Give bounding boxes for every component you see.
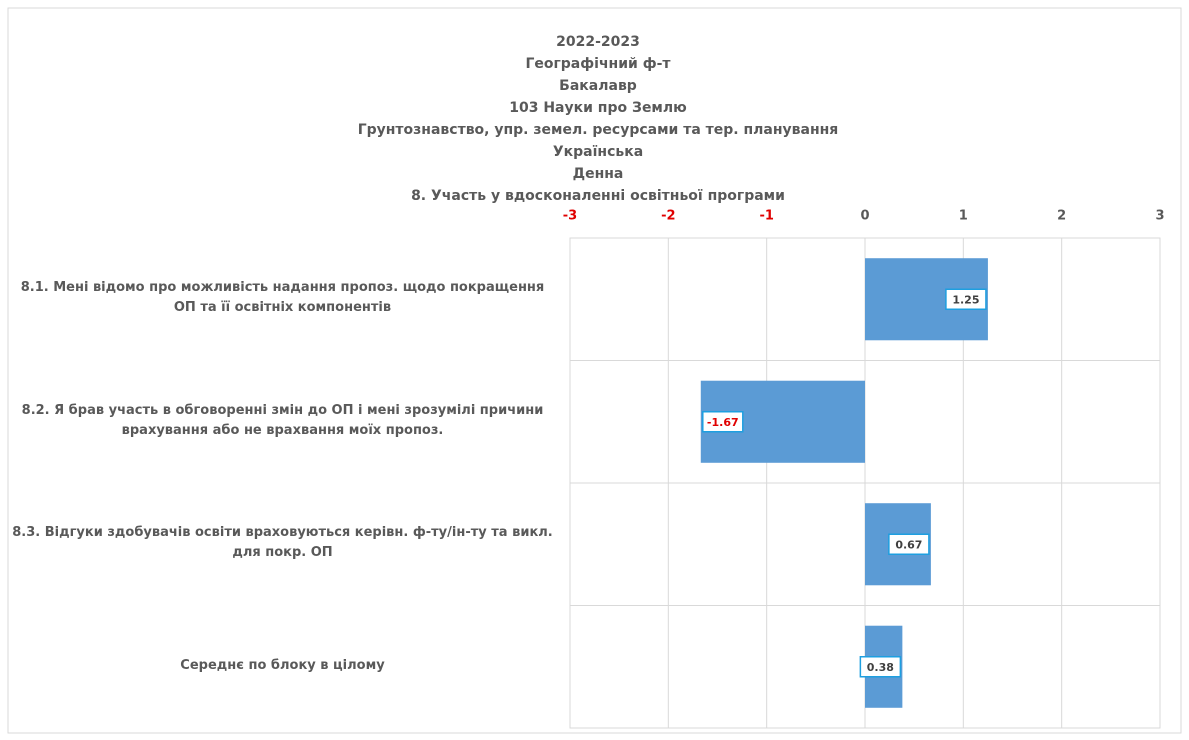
data-label-box xyxy=(859,656,902,678)
x-tick-label: -3 xyxy=(563,209,577,224)
x-tick-label: -2 xyxy=(661,209,675,224)
y-tick-label: Середнє по блоку в цілому xyxy=(180,657,385,673)
x-tick-label: 2 xyxy=(1057,209,1066,224)
chart-title: Бакалавр xyxy=(559,78,637,94)
chart-title: 2022-2023 xyxy=(556,34,640,50)
chart-title: Денна xyxy=(573,166,624,182)
data-label: -1.67 xyxy=(707,416,739,429)
x-tick-label: -1 xyxy=(759,209,773,224)
y-tick-label: 8.1. Мені відомо про можливість надання … xyxy=(20,280,545,316)
x-tick-label: 0 xyxy=(860,209,869,224)
data-label: 1.25 xyxy=(952,293,979,306)
chart-title: Грунтознавство, упр. земел. ресурсами та… xyxy=(358,122,839,138)
chart-title: Українська xyxy=(553,144,643,160)
data-label-box xyxy=(945,288,987,310)
data-label-box xyxy=(702,411,744,433)
chart-border xyxy=(7,7,1182,734)
y-tick-label: 8.2. Я брав участь в обговоренні змін до… xyxy=(21,402,544,438)
chart-title: Географічний ф-т xyxy=(525,56,671,72)
chart-title: 8. Участь у вдосконаленні освітньої прог… xyxy=(411,188,785,204)
x-tick-label: 1 xyxy=(959,209,968,224)
data-label-box xyxy=(888,533,930,555)
data-label: 0.38 xyxy=(867,661,894,674)
x-tick-label: 3 xyxy=(1155,209,1164,224)
y-tick-label: 8.3. Відгуки здобувачів освіти враховуют… xyxy=(12,525,553,561)
data-label: 0.67 xyxy=(895,538,922,551)
chart-title: 103 Науки про Землю xyxy=(509,100,687,116)
